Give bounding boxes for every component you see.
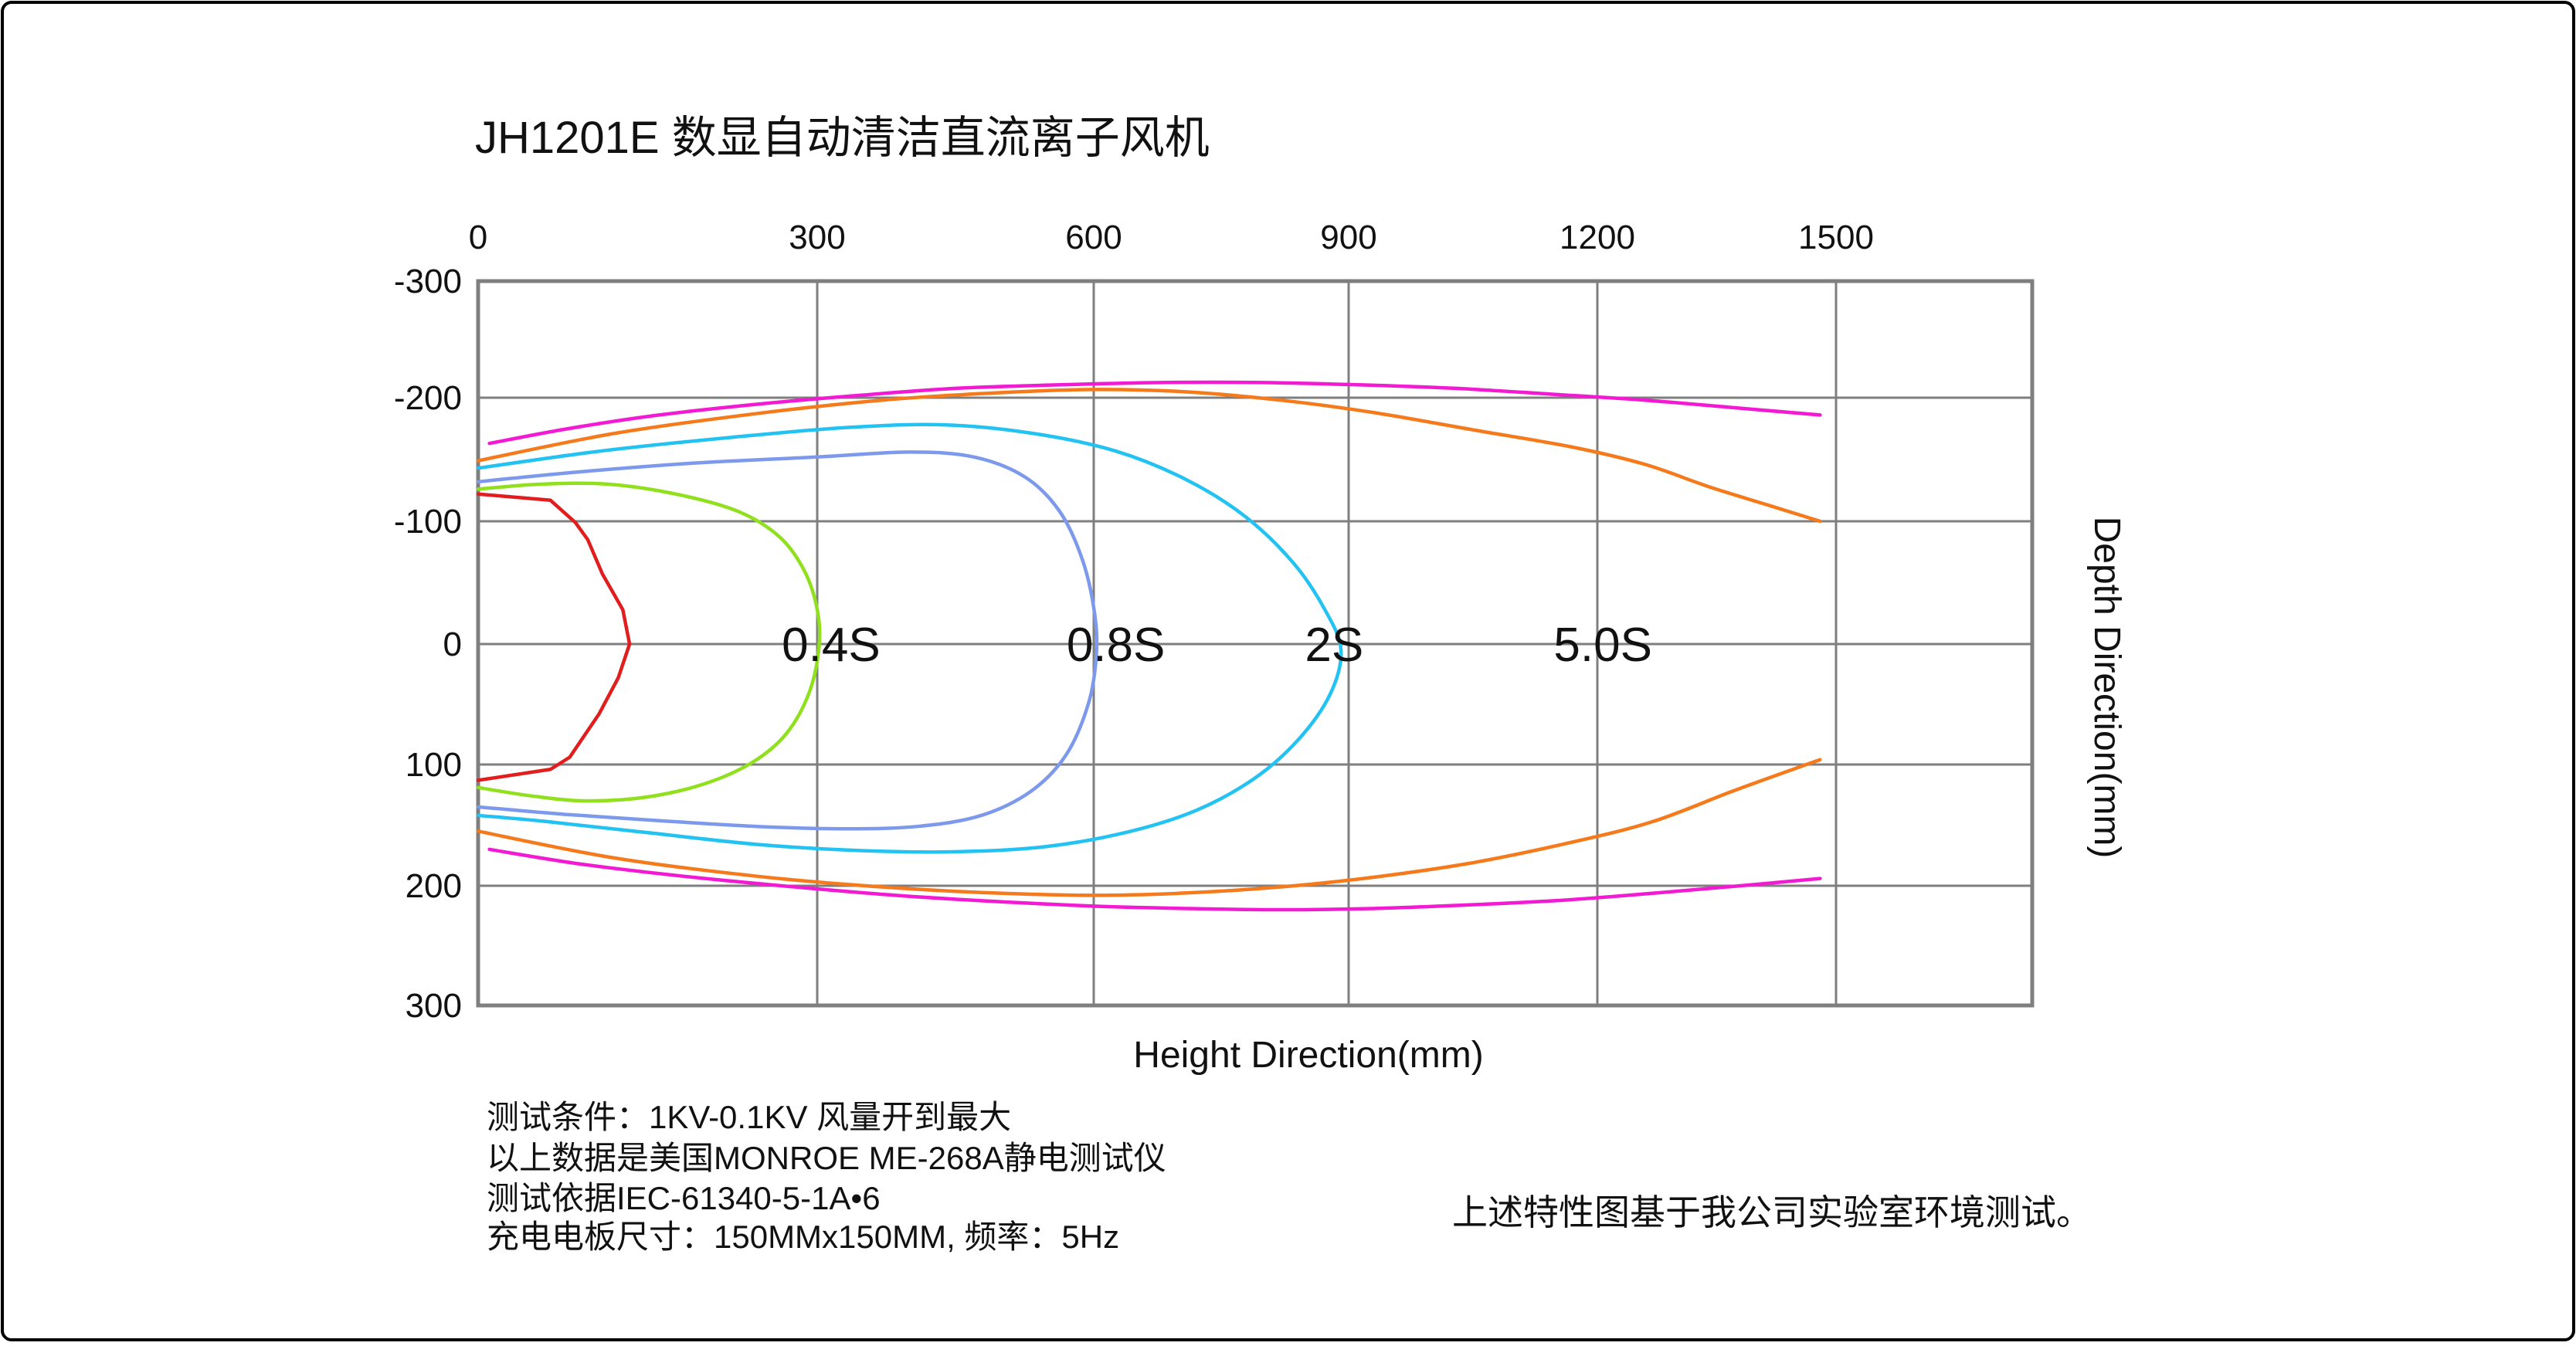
curve-inner-boundary-red [476, 492, 632, 782]
x-tick-label-1500: 1500 [1798, 219, 1874, 256]
plot-frame [476, 279, 2035, 1008]
y-axis-title: Depth Direction(mm) [2086, 517, 2127, 859]
curve-decay-2s [476, 422, 1343, 854]
y-tick-label--100: -100 [394, 503, 462, 541]
curve-decay-5.0s-top [476, 388, 1822, 524]
contour-curves [476, 380, 1822, 912]
x-tick-label-1200: 1200 [1560, 219, 1635, 256]
contour-label-5.0S: 5.0S [1553, 619, 1652, 672]
contour-value-labels: 0.4S 0.8S 2S 5.0S [782, 619, 1652, 672]
y-tick-label-0: 0 [443, 626, 462, 663]
x-tick-label-900: 900 [1320, 219, 1376, 256]
chart-title: JH1201E 数显自动清洁直流离子风机 [475, 113, 1210, 163]
contour-label-0.8S: 0.8S [1067, 619, 1166, 672]
contour-label-0.4S: 0.4S [782, 619, 881, 672]
y-tick-label-300: 300 [406, 987, 462, 1025]
x-axis-tick-labels: 0 300 600 900 1200 1500 [469, 219, 1874, 256]
y-tick-label--200: -200 [394, 379, 462, 417]
note-line-3: 测试依据IEC-61340-5-1A•6 [487, 1180, 881, 1216]
note-line-4: 充电电板尺寸：150MMx150MM, 频率：5Hz [487, 1219, 1119, 1255]
curve-decay-0.8s [476, 450, 1099, 831]
curve-outer-boundary-magenta-bottom [487, 847, 1822, 912]
curve-outer-boundary-magenta-top [487, 380, 1822, 446]
footer-note: 上述特性图基于我公司实验室环境测试。 [1452, 1192, 2092, 1232]
note-line-1: 测试条件：1KV-0.1KV 风量开到最大 [487, 1099, 1011, 1135]
test-conditions-notes: 测试条件：1KV-0.1KV 风量开到最大 以上数据是美国MONROE ME-2… [487, 1099, 1166, 1255]
curve-decay-5.0s-bottom [476, 758, 1822, 897]
y-axis-tick-labels: -300 -200 -100 0 100 200 300 [394, 263, 462, 1025]
x-tick-label-0: 0 [469, 219, 487, 256]
y-tick-label-100: 100 [406, 746, 462, 784]
grid-lines [476, 279, 2035, 1008]
y-tick-label--300: -300 [394, 263, 462, 300]
note-line-2: 以上数据是美国MONROE ME-268A静电测试仪 [487, 1140, 1166, 1176]
curve-decay-0.4s [476, 481, 822, 803]
x-tick-label-300: 300 [789, 219, 845, 256]
x-axis-title: Height Direction(mm) [1133, 1035, 1483, 1076]
contour-label-2S: 2S [1305, 619, 1363, 672]
x-tick-label-600: 600 [1065, 219, 1122, 256]
y-tick-label-200: 200 [406, 867, 462, 905]
